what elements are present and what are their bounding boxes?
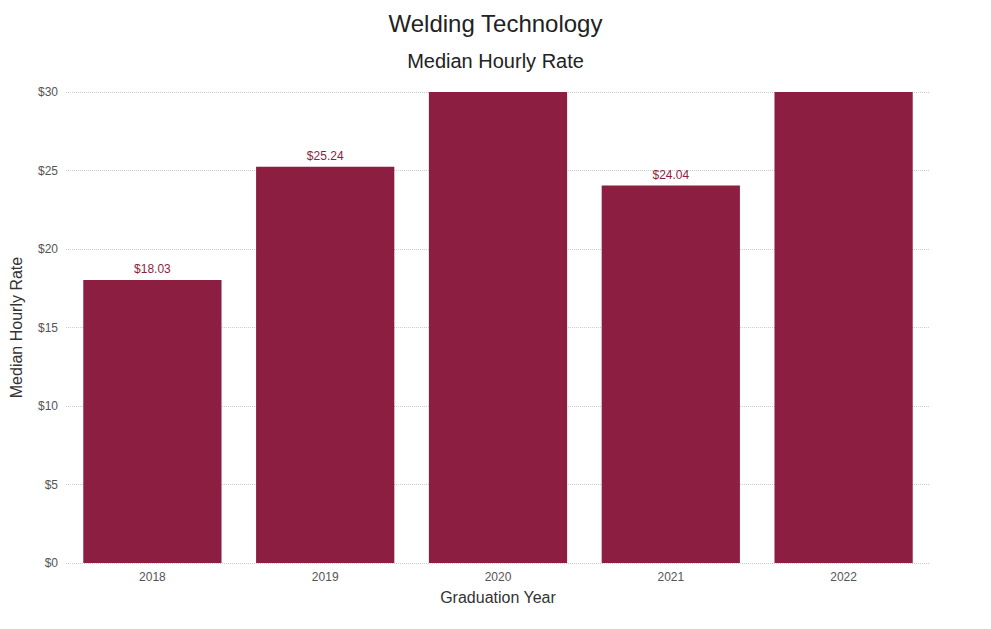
svg-text:$30: $30 bbox=[38, 85, 58, 99]
svg-text:2020: 2020 bbox=[485, 570, 512, 584]
svg-text:$18.03: $18.03 bbox=[134, 262, 171, 276]
svg-text:$5: $5 bbox=[45, 478, 59, 492]
svg-text:2022: 2022 bbox=[830, 570, 857, 584]
svg-text:Median Hourly Rate: Median Hourly Rate bbox=[407, 50, 584, 72]
svg-text:2018: 2018 bbox=[139, 570, 166, 584]
svg-text:2019: 2019 bbox=[312, 570, 339, 584]
svg-text:$25: $25 bbox=[38, 164, 58, 178]
svg-text:$10: $10 bbox=[38, 399, 58, 413]
svg-text:Graduation Year: Graduation Year bbox=[440, 589, 556, 606]
svg-text:$15: $15 bbox=[38, 321, 58, 335]
svg-text:$0: $0 bbox=[45, 556, 59, 570]
svg-text:2021: 2021 bbox=[657, 570, 684, 584]
svg-text:$24.04: $24.04 bbox=[652, 168, 689, 182]
svg-text:Welding Technology: Welding Technology bbox=[389, 10, 603, 37]
svg-text:$25.24: $25.24 bbox=[307, 149, 344, 163]
svg-text:$20: $20 bbox=[38, 242, 58, 256]
svg-text:Median Hourly Rate: Median Hourly Rate bbox=[8, 257, 25, 399]
